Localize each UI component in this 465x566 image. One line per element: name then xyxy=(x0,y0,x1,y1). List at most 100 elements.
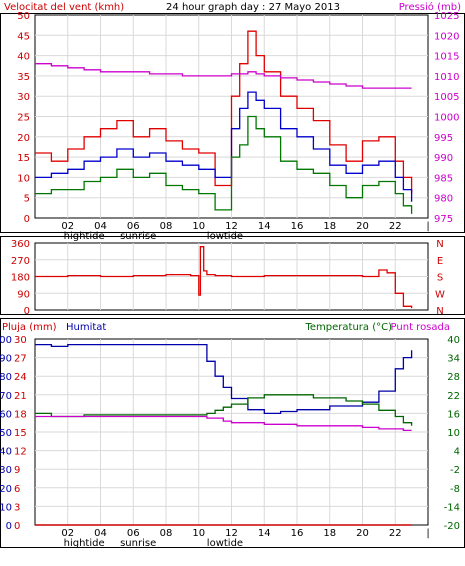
y2-tick-label: 28 xyxy=(447,372,460,383)
y2-tick-label: 1005 xyxy=(434,92,459,103)
y2-tick-label: -8 xyxy=(450,484,460,495)
y-tick-label: 30 xyxy=(17,92,30,103)
x-tick-label: 08 xyxy=(160,221,173,232)
wind-series xyxy=(35,30,413,214)
direction-axes: 0 N 90 W 180 S 270 E 360 N xyxy=(11,239,445,317)
y-tick-label: 50 xyxy=(17,11,30,22)
event-label: lowtide xyxy=(207,538,243,549)
series-direction xyxy=(35,246,413,309)
x-tick-label: 06 xyxy=(127,221,140,232)
series-minimum xyxy=(35,115,413,214)
event-label: hightide xyxy=(64,538,105,549)
direction-series xyxy=(35,246,413,309)
pressure-title: Pressió (mb) xyxy=(399,1,461,13)
y-tick-label: 90 xyxy=(17,289,30,300)
y3-tick-label: 6 xyxy=(14,484,20,495)
y2-tick-label: 1010 xyxy=(434,72,459,83)
y-tick-label: 80 xyxy=(0,372,12,383)
y2-tick-label: 1020 xyxy=(434,31,459,42)
x-tick-label: 10 xyxy=(192,221,205,232)
y-tick-label: 40 xyxy=(0,447,12,458)
y-tick-label: 45 xyxy=(17,31,30,42)
y2-tick-label: W xyxy=(435,289,445,300)
y-tick-label: 70 xyxy=(0,391,12,402)
x-tick-label: | xyxy=(426,528,429,539)
y-tick-label: 15 xyxy=(17,153,30,164)
x-tick-label: 02 xyxy=(61,221,74,232)
y-tick-label: 20 xyxy=(0,484,12,495)
y2-tick-label: 975 xyxy=(434,214,453,225)
temperature-label: Temperatura (°C) xyxy=(304,322,392,333)
series-average xyxy=(35,91,413,202)
x-tick-label: 18 xyxy=(323,221,336,232)
series-gust xyxy=(35,30,413,194)
y-tick-label: 0 xyxy=(6,521,12,532)
x-tick-label: 20 xyxy=(356,221,369,232)
x-tick-label: 08 xyxy=(160,528,173,539)
y2-tick-label: -2 xyxy=(450,465,460,476)
y2-tick-label: 22 xyxy=(447,391,460,402)
series-temperature xyxy=(35,394,413,426)
x-tick-label: | xyxy=(426,221,429,232)
y-tick-label: 10 xyxy=(0,502,12,513)
y-tick-label: 30 xyxy=(0,465,12,476)
y2-tick-label: 995 xyxy=(434,133,453,144)
humidity-label: Humitat xyxy=(66,322,106,333)
series-dewpoint xyxy=(35,415,412,432)
y2-tick-label: 985 xyxy=(434,173,453,184)
y3-tick-label: 27 xyxy=(14,354,27,365)
series-pressure xyxy=(35,63,412,89)
y2-tick-label: 34 xyxy=(447,354,460,365)
x-tick-label: 04 xyxy=(94,221,107,232)
x-tick-label: 16 xyxy=(291,528,304,539)
y-tick-label: 0 xyxy=(24,306,30,317)
y2-tick-label: 1015 xyxy=(434,52,459,63)
y-tick-label: 0 xyxy=(24,214,30,225)
rain-label: Pluja (mm) xyxy=(2,322,57,333)
temperature-grid xyxy=(34,338,429,526)
y-tick-label: 50 xyxy=(0,428,12,439)
y-tick-label: 40 xyxy=(17,52,30,63)
y2-tick-label: 16 xyxy=(447,409,460,420)
x-tick-label: 12 xyxy=(225,221,238,232)
y3-tick-label: 3 xyxy=(14,502,20,513)
x-tick-label: 02 xyxy=(61,528,74,539)
x-tick-label: 16 xyxy=(291,221,304,232)
y2-tick-label: 1025 xyxy=(434,11,459,22)
y3-tick-label: 0 xyxy=(14,521,20,532)
y3-tick-label: 9 xyxy=(14,465,20,476)
y-tick-label: 35 xyxy=(17,72,30,83)
x-tick-label: 14 xyxy=(258,528,271,539)
temperature-series xyxy=(35,343,413,526)
y-tick-label: 25 xyxy=(17,113,30,124)
y2-tick-label: -14 xyxy=(444,502,460,513)
y-tick-label: 100 xyxy=(0,335,12,346)
y-tick-label: 90 xyxy=(0,354,12,365)
y-tick-label: 20 xyxy=(17,133,30,144)
y-tick-label: 5 xyxy=(24,194,30,205)
x-tick-label: 04 xyxy=(94,528,107,539)
y2-tick-label: 1000 xyxy=(434,113,459,124)
x-tick-label: 12 xyxy=(225,528,238,539)
x-tick-label: 20 xyxy=(356,528,369,539)
y-tick-label: 180 xyxy=(11,273,30,284)
x-tick-label: 22 xyxy=(389,528,402,539)
x-tick-label: 14 xyxy=(258,221,271,232)
y2-tick-label: E xyxy=(437,256,443,267)
wind-speed-title: Velocitat del vent (kmh) xyxy=(4,2,124,13)
y-tick-label: 10 xyxy=(17,173,30,184)
y3-tick-label: 18 xyxy=(14,409,27,420)
y2-tick-label: -20 xyxy=(444,521,460,532)
graph-day-title: 24 hour graph day : 27 Mayo 2013 xyxy=(166,2,340,13)
x-tick-label: 06 xyxy=(127,528,140,539)
x-tick-label: 22 xyxy=(389,221,402,232)
y2-tick-label: S xyxy=(437,273,443,284)
y2-tick-label: 10 xyxy=(447,428,460,439)
y-tick-label: 360 xyxy=(11,239,30,250)
y2-tick-label: 4 xyxy=(454,447,460,458)
y3-tick-label: 12 xyxy=(14,447,27,458)
y3-tick-label: 15 xyxy=(14,428,27,439)
